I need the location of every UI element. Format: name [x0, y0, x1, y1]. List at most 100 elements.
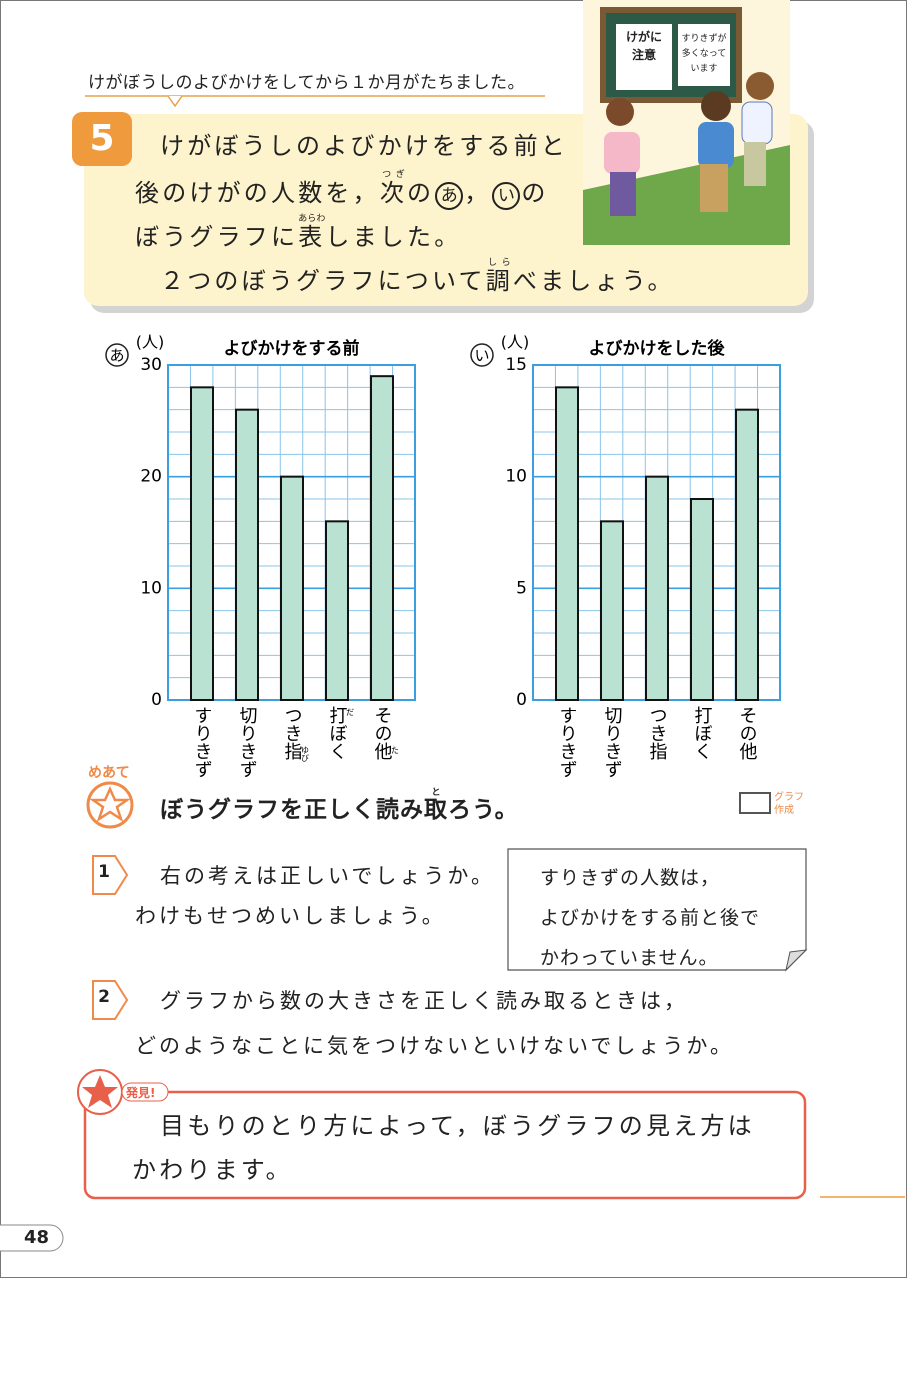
chart-label: い [474, 347, 489, 365]
text-segment: ぼうグラフを正しく読み [160, 797, 424, 823]
text-segment: ぼうグラフに [135, 223, 299, 251]
unit-label: (人) [501, 333, 530, 352]
note: すりきずの人数は， よびかけをする前と後で かわっていません。 [540, 858, 760, 978]
x-tick-label: つき指 [647, 706, 668, 761]
ruby-base: 次 [379, 179, 408, 207]
discovery-star [82, 1075, 118, 1108]
tool-text: グラフ [774, 792, 804, 803]
discovery-box [83, 1090, 807, 1200]
bar [235, 408, 259, 701]
x-tick-label: 切りきず [237, 706, 258, 778]
poster [678, 24, 730, 86]
text-segment: ろう。 [448, 797, 519, 823]
text-segment: けがぼうしのよびかけをする前と [160, 132, 568, 160]
q1-badge [92, 855, 129, 895]
ruby-reading: つぎ [379, 170, 408, 180]
q2-badge [92, 980, 129, 1020]
q-text: グラフから数の大きさを正しく読み取るときは， [160, 989, 688, 1013]
note-text: すりきずの人数は， [540, 867, 721, 889]
child-hair [746, 72, 774, 100]
y-tick-label: 0 [516, 690, 527, 710]
x-tick-label: すりきず [192, 706, 213, 778]
ruby-base: 表 [298, 223, 326, 251]
y-tick-label: 20 [140, 467, 162, 487]
text-segment: ２つのぼうグラフについて [160, 267, 486, 295]
ruby-word: 表あらわ [298, 214, 326, 251]
problem-line: 後のけがの人数を，次つぎのあ，いの [135, 170, 549, 211]
intro-pointer [167, 95, 183, 108]
x-tick-label: 打ぼく [327, 706, 348, 760]
circled-label: い [492, 182, 521, 210]
bar [600, 520, 624, 701]
q-text: どのようなことに気をつけないといけないでしょうか。 [135, 1034, 734, 1058]
y-tick-label: 10 [505, 467, 527, 487]
tool-text: 作成 [774, 805, 794, 816]
discovery-text: 目もりのとり方によって，ぼうグラフの見え方は [160, 1112, 755, 1140]
text-segment: の [521, 179, 549, 207]
poster-1: けがに 注意 [621, 28, 667, 64]
goal-text: ぼうグラフを正しく読み取とろう。 [160, 788, 519, 824]
bar [280, 475, 304, 701]
bar [190, 386, 214, 701]
goal-star [89, 785, 131, 822]
chart-label: あ [109, 347, 124, 365]
q-number: 2 [98, 987, 110, 1007]
bar [555, 386, 579, 701]
child-legs [610, 172, 636, 216]
x-tick-label: 打ぼく [692, 706, 713, 760]
problem-number: 5 [89, 118, 115, 159]
bar [325, 520, 349, 701]
page-border [0, 0, 907, 1278]
q-text: わけもせつめいしましょう。 [135, 904, 446, 928]
text-segment: しました。 [325, 223, 462, 251]
page-number-tab [0, 1224, 64, 1252]
x-tick-label: その他 [372, 706, 393, 760]
note-text: よびかけをする前と後で [540, 907, 761, 929]
ruby-reading: と [424, 788, 448, 798]
y-tick-label: 5 [516, 578, 527, 598]
goal-label: めあて [88, 765, 130, 781]
y-tick-label: 15 [505, 355, 527, 375]
problem-badge [72, 112, 132, 166]
child-hair [606, 98, 634, 126]
chart-label-circle [105, 343, 129, 367]
ruby-word: 次つぎ [379, 170, 408, 207]
ruby-base: 調 [485, 267, 513, 295]
intro: けがぼうしのよびかけをしてから１か月がたちました。 [88, 73, 525, 93]
ruby-word: 取と [424, 788, 448, 823]
poster-text: 注意 [631, 48, 656, 62]
unit-label: (人) [136, 333, 165, 352]
text-segment: ， [464, 179, 492, 207]
x-tick-ruby: だ [346, 708, 355, 716]
floor [583, 145, 790, 245]
discovery-label: 発見! [126, 1086, 156, 1100]
bar [645, 475, 669, 701]
q-number: 1 [98, 862, 110, 882]
child-hair [701, 91, 731, 121]
ruby-word: 調しら [485, 258, 513, 295]
circled-label: あ [435, 182, 464, 210]
x-tick-ruby: ゆび [301, 746, 310, 762]
problem-line: けがぼうしのよびかけをする前と [160, 128, 568, 164]
x-tick-label: その他 [737, 706, 758, 760]
illustration [583, 0, 790, 245]
x-tick-label: つき指 [282, 706, 303, 761]
y-tick-label: 30 [140, 355, 162, 375]
child-legs [700, 164, 728, 212]
poster-text: 多くなって [681, 49, 727, 59]
tool-label: グラフ 作成 [774, 791, 804, 817]
chart-title: よびかけをした後 [589, 338, 726, 359]
note-text: かわっていません。 [540, 947, 719, 969]
child-legs [744, 142, 766, 186]
y-tick-label: 10 [140, 578, 162, 598]
x-tick-label: すりきず [557, 706, 578, 778]
poster-text: います [690, 64, 718, 74]
x-tick-label: 切りきず [602, 706, 623, 778]
ruby-reading: しら [485, 258, 513, 268]
y-tick-label: 0 [151, 690, 162, 710]
poster-2: すりきずが 多くなって います [680, 32, 728, 77]
bar [370, 375, 394, 701]
